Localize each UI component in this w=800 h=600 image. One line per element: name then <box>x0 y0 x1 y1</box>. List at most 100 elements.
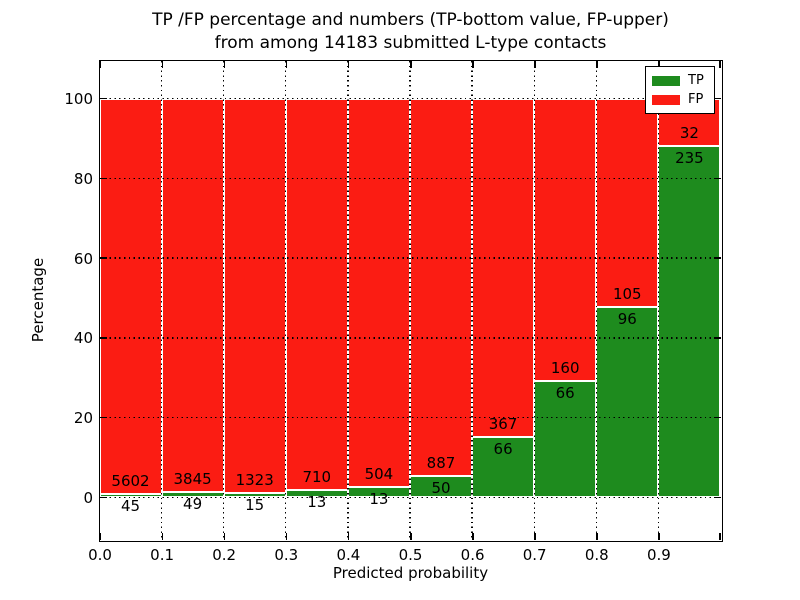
vertical-gridline <box>347 60 349 541</box>
y-tick-mark <box>713 496 721 499</box>
x-tick-mark <box>658 60 660 68</box>
horizontal-gridline <box>99 496 722 499</box>
fp-count-label: 710 <box>302 468 332 487</box>
x-tick-mark <box>534 532 536 540</box>
horizontal-gridline <box>99 417 722 419</box>
x-tick-mark <box>596 532 598 540</box>
x-tick-mark <box>99 532 101 540</box>
horizontal-gridline <box>99 97 722 100</box>
x-tick-mark <box>223 532 226 540</box>
chart-title: TP /FP percentage and numbers (TP-bottom… <box>100 9 721 55</box>
x-tick-mark <box>719 532 721 540</box>
vertical-gridline <box>160 60 163 541</box>
chart-title-line1: TP /FP percentage and numbers (TP-bottom… <box>152 10 669 30</box>
tp-bar-segment <box>658 146 721 498</box>
x-tick-mark <box>99 60 101 68</box>
tp-bar-segment <box>534 380 597 498</box>
fp-bar-segment <box>410 98 473 477</box>
fp-count-label: 367 <box>488 414 518 433</box>
x-tick-mark <box>410 532 412 540</box>
y-axis-label: Percentage <box>29 257 47 343</box>
horizontal-gridline <box>99 337 722 339</box>
tp-count-label: 66 <box>555 383 575 402</box>
tp-count-label: 50 <box>431 479 451 498</box>
y-tick-label: 40 <box>73 329 93 348</box>
x-tick-mark <box>472 532 474 540</box>
y-tick-mark <box>99 416 107 419</box>
y-tick-mark <box>713 257 721 259</box>
legend-entry-fp: FP <box>652 92 708 107</box>
y-tick-label: 100 <box>64 90 93 108</box>
fp-count-label: 32 <box>679 124 699 143</box>
y-tick-mark <box>99 496 107 499</box>
x-tick-mark <box>719 60 721 68</box>
x-tick-label: 0.6 <box>460 546 485 564</box>
fp-count-label: 504 <box>364 465 394 484</box>
tp-count-label: 49 <box>183 495 203 514</box>
vertical-gridline <box>409 60 411 541</box>
y-tick-label: 80 <box>73 169 93 188</box>
y-tick-mark <box>99 177 107 180</box>
x-tick-mark <box>347 60 350 68</box>
x-tick-mark <box>658 532 660 540</box>
vertical-gridline <box>223 60 225 541</box>
fp-bar-segment <box>472 98 535 437</box>
tp-count-label: 13 <box>307 493 327 512</box>
fp-bar-segment <box>534 98 597 381</box>
x-tick-label: 0.4 <box>336 546 361 564</box>
tp-count-label: 235 <box>675 149 704 168</box>
y-tick-label: 0 <box>83 489 93 507</box>
y-tick-mark <box>713 97 721 100</box>
x-tick-mark <box>161 532 164 540</box>
y-tick-label: 20 <box>73 409 93 428</box>
legend-label-tp: TP <box>688 73 704 88</box>
vertical-gridline <box>595 60 597 541</box>
fp-count-label: 887 <box>426 454 456 473</box>
y-tick-mark <box>99 337 107 339</box>
y-tick-mark <box>99 97 107 100</box>
tp-bar-segment <box>472 436 535 498</box>
legend-entry-tp: TP <box>652 73 708 88</box>
x-tick-label: 0.5 <box>398 546 423 564</box>
tp-count-label: 15 <box>245 496 265 515</box>
vertical-gridline <box>657 60 660 541</box>
fp-count-label: 1323 <box>235 471 274 490</box>
legend: TP FP <box>645 66 715 114</box>
fp-count-label: 160 <box>550 358 580 377</box>
x-tick-mark <box>285 532 288 540</box>
y-tick-mark <box>713 177 721 180</box>
vertical-gridline <box>471 60 473 541</box>
x-tick-mark <box>596 60 598 68</box>
tp-color-swatch <box>652 75 680 86</box>
x-tick-label: 0.7 <box>522 546 547 564</box>
horizontal-gridline <box>99 257 722 259</box>
fp-bar-segment <box>596 98 659 307</box>
x-tick-label: 0.0 <box>88 546 112 564</box>
vertical-gridline <box>533 60 535 541</box>
x-tick-mark <box>285 60 288 68</box>
x-tick-label: 0.2 <box>212 546 237 564</box>
x-tick-mark <box>410 60 412 68</box>
x-tick-mark <box>472 60 474 68</box>
x-tick-label: 0.3 <box>274 546 299 564</box>
horizontal-gridline <box>99 177 722 179</box>
fp-bar-segment <box>161 98 224 493</box>
fp-color-swatch <box>652 94 680 105</box>
vertical-gridline <box>285 60 287 541</box>
fp-count-label: 5602 <box>111 472 150 491</box>
x-tick-mark <box>223 60 226 68</box>
x-tick-mark <box>161 60 164 68</box>
legend-label-fp: FP <box>688 92 704 107</box>
fp-count-label: 105 <box>612 284 642 303</box>
x-tick-label: 0.1 <box>150 546 175 564</box>
tp-count-label: 13 <box>369 490 389 509</box>
fp-bar-segment <box>99 98 162 495</box>
tp-bar-segment <box>596 306 659 498</box>
y-tick-label: 60 <box>73 249 93 268</box>
tp-count-label: 45 <box>120 497 141 516</box>
fp-bar-segment <box>285 98 348 491</box>
x-axis-label: Predicted probability <box>332 564 489 582</box>
plot-area: 5602 45 3845 49 1323 15 710 13 504 13 887 50 367 66 16… <box>98 59 723 542</box>
y-tick-mark <box>99 257 107 259</box>
